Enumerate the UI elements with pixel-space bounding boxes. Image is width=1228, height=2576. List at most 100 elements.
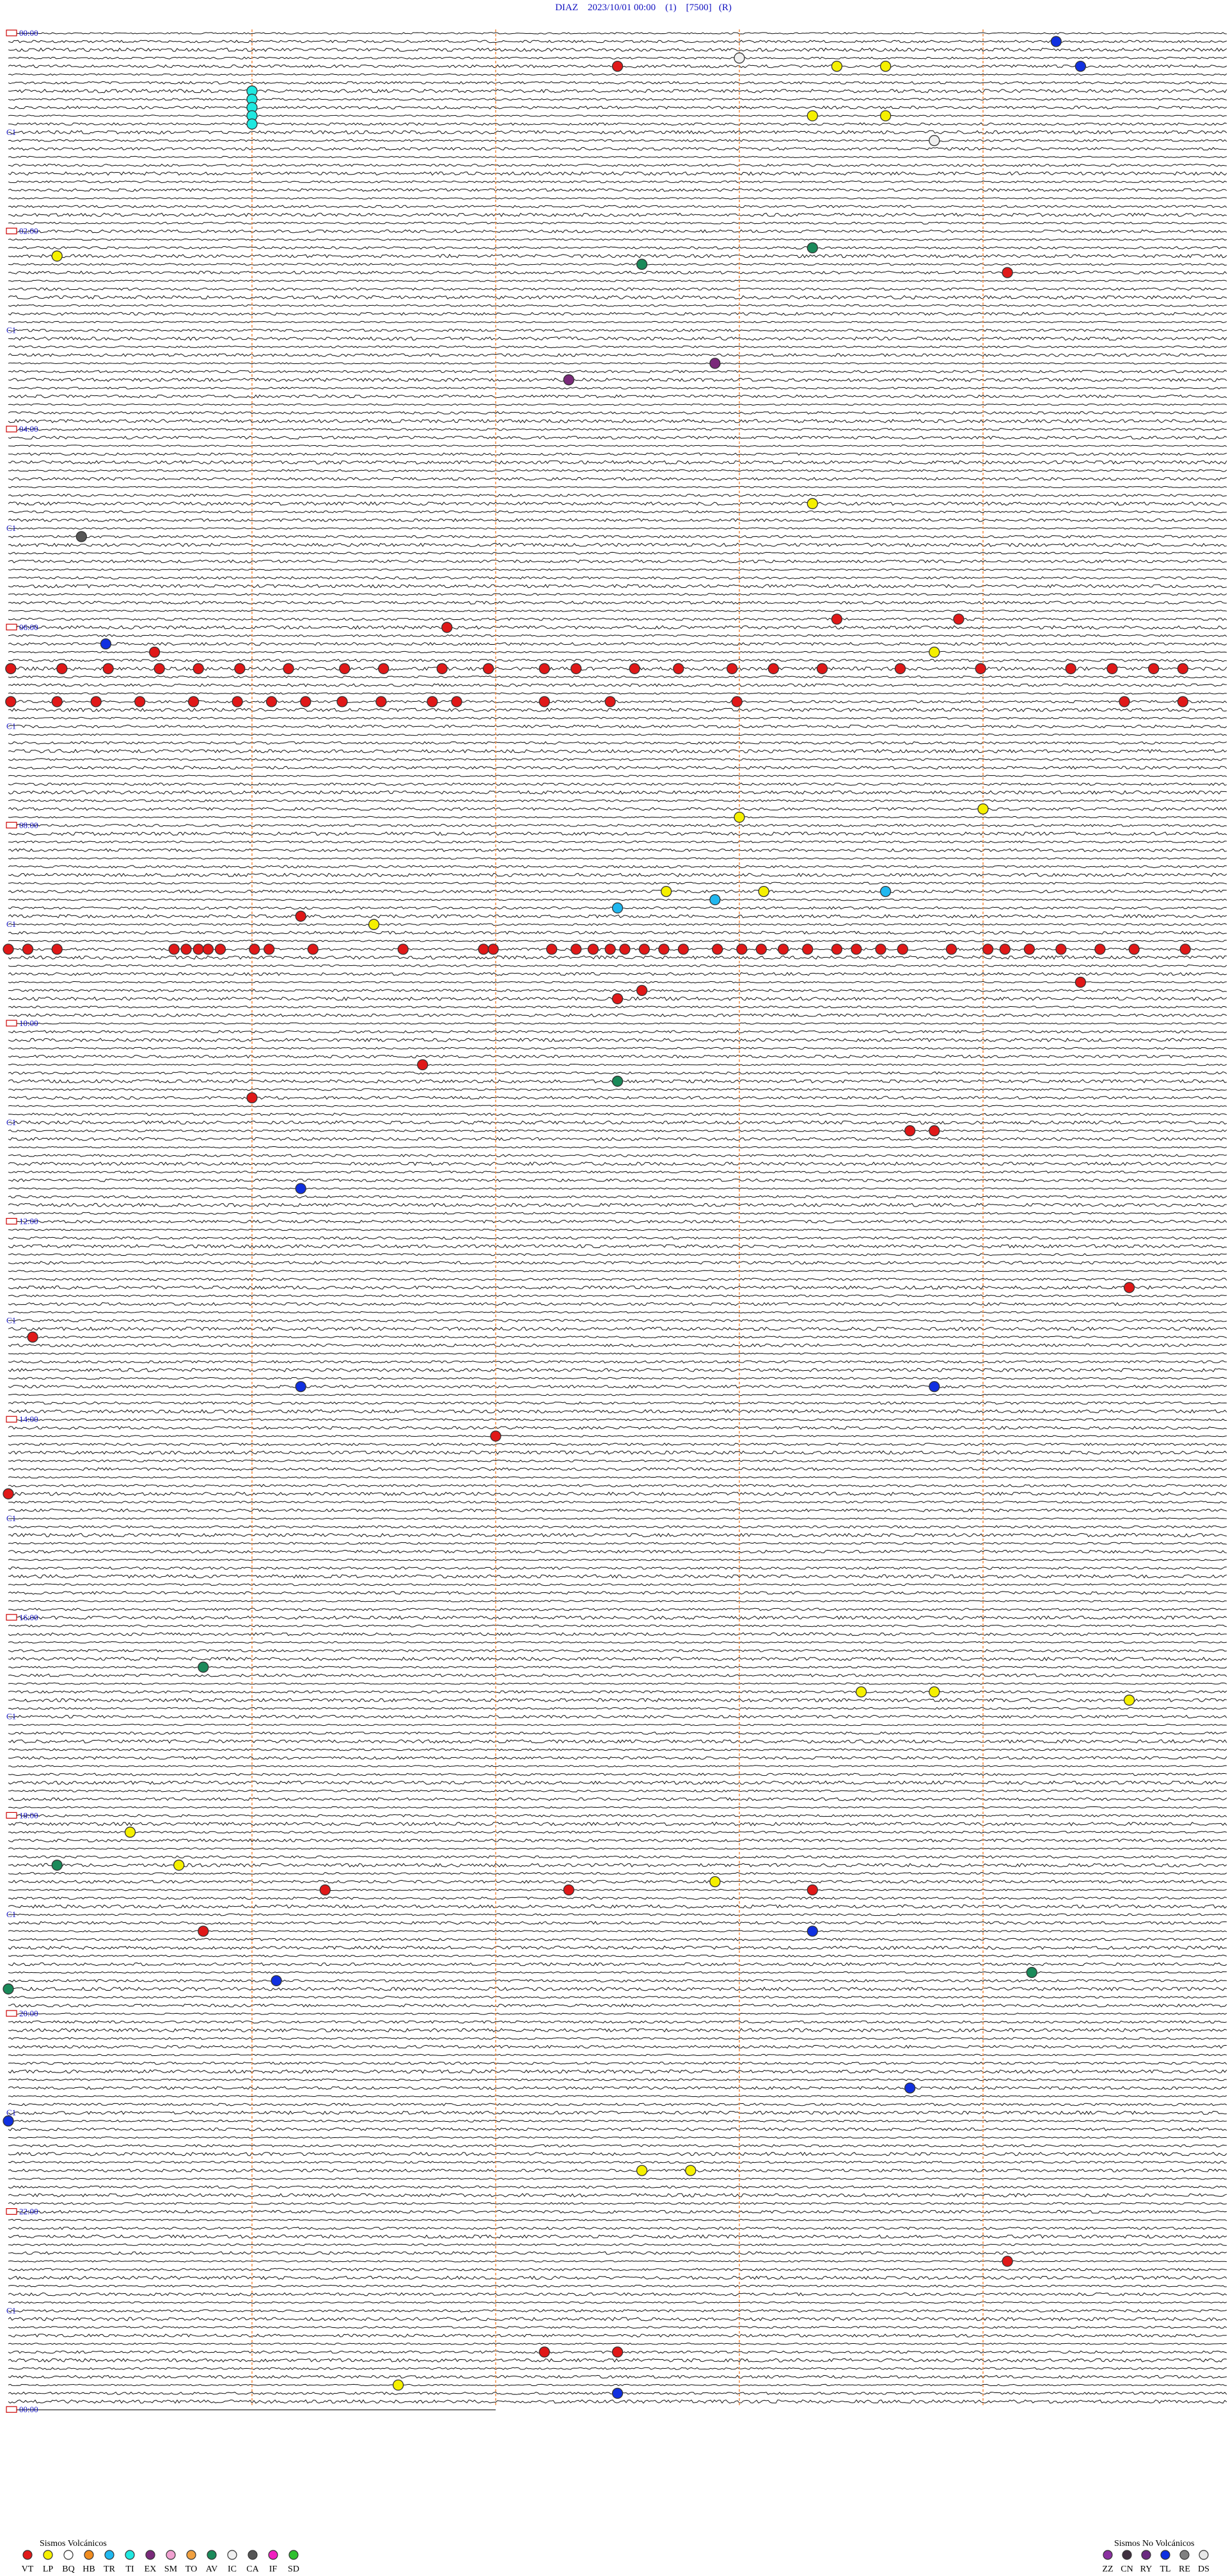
trace — [8, 1146, 1227, 1149]
trace — [8, 180, 1227, 184]
trace — [8, 1648, 1227, 1653]
event-marker — [736, 944, 748, 955]
event-marker — [894, 663, 906, 674]
channel-label: C1 — [6, 1118, 16, 1127]
trace — [8, 1996, 1227, 1999]
trace — [8, 1600, 1227, 1602]
hour-label: 12:00 — [19, 1217, 38, 1226]
event-marker — [451, 696, 462, 707]
trace — [8, 1533, 1227, 1538]
trace — [8, 377, 1227, 383]
event-marker — [1177, 696, 1189, 707]
event-marker — [953, 613, 964, 625]
trace — [8, 1228, 1227, 1231]
trace — [8, 1030, 1227, 1034]
event-marker — [945, 944, 957, 955]
event-marker — [1002, 2256, 1013, 2267]
trace — [8, 73, 1227, 76]
trace — [8, 1088, 1227, 1091]
trace — [8, 741, 1227, 745]
legend-label: RE — [1179, 2564, 1190, 2574]
trace — [8, 1120, 1227, 1125]
event-marker — [571, 663, 582, 674]
trace — [8, 1212, 1227, 1215]
trace — [8, 2292, 1227, 2296]
hour-marker — [6, 821, 17, 829]
trace — [8, 1435, 1227, 1437]
event-marker — [629, 663, 640, 674]
event-marker — [1065, 663, 1076, 674]
trace — [8, 1294, 1227, 1297]
trace — [8, 2301, 1227, 2304]
trace — [8, 2161, 1227, 2164]
event-marker — [193, 944, 204, 955]
trace — [8, 940, 1227, 942]
trace — [8, 1302, 1227, 1306]
trace — [8, 47, 1227, 52]
event-marker — [619, 944, 631, 955]
trace — [8, 221, 1227, 225]
trace — [8, 155, 1227, 159]
legend-label: HB — [83, 2564, 95, 2574]
trace — [8, 593, 1227, 596]
trace — [8, 1954, 1227, 1957]
trace — [8, 1384, 1227, 1389]
trace — [8, 1105, 1227, 1107]
trace — [8, 2020, 1227, 2024]
event-marker — [232, 696, 243, 707]
hour-label: 08:00 — [19, 820, 38, 830]
trace — [8, 2037, 1227, 2040]
event-marker — [173, 1860, 185, 1871]
event-marker — [673, 663, 684, 674]
legend-swatch — [1122, 2550, 1132, 2560]
event-marker — [295, 1183, 306, 1194]
legend-label: CA — [246, 2564, 259, 2574]
trace — [8, 955, 1227, 960]
trace — [8, 2284, 1227, 2288]
trace — [8, 1558, 1227, 1561]
event-marker — [571, 944, 582, 955]
event-marker — [1179, 944, 1191, 955]
event-marker — [51, 944, 63, 955]
trace — [8, 1047, 1227, 1050]
event-marker — [604, 696, 616, 707]
trace — [8, 1888, 1227, 1892]
event-marker — [1055, 944, 1067, 955]
trace — [8, 345, 1227, 349]
legend-swatch — [288, 2550, 299, 2560]
trace — [8, 394, 1227, 399]
event-marker — [3, 1488, 14, 1499]
trace — [8, 362, 1227, 365]
trace — [8, 1318, 1227, 1322]
trace — [8, 1096, 1227, 1100]
event-marker — [441, 622, 453, 633]
event-marker — [638, 944, 650, 955]
trace — [8, 1831, 1227, 1834]
event-marker — [879, 60, 892, 72]
event-marker — [975, 663, 986, 674]
event-marker — [929, 1125, 940, 1137]
trace — [8, 1450, 1227, 1455]
trace — [8, 163, 1227, 168]
trace — [8, 542, 1227, 548]
trace — [8, 1624, 1227, 1627]
trace — [8, 642, 1227, 646]
trace — [8, 2151, 1227, 2156]
event-marker — [300, 696, 311, 707]
legend-swatch — [43, 2550, 53, 2560]
event-marker — [709, 358, 721, 369]
trace — [8, 1542, 1227, 1545]
trace — [8, 625, 1227, 630]
trace — [8, 651, 1227, 654]
trace — [8, 336, 1227, 341]
trace — [8, 782, 1227, 786]
trace — [8, 1549, 1227, 1554]
event-marker — [897, 944, 908, 955]
event-marker — [1002, 267, 1013, 278]
legend-swatch — [166, 2550, 176, 2560]
trace — [8, 1112, 1227, 1116]
trace — [8, 1311, 1227, 1314]
trace — [8, 1326, 1227, 1331]
